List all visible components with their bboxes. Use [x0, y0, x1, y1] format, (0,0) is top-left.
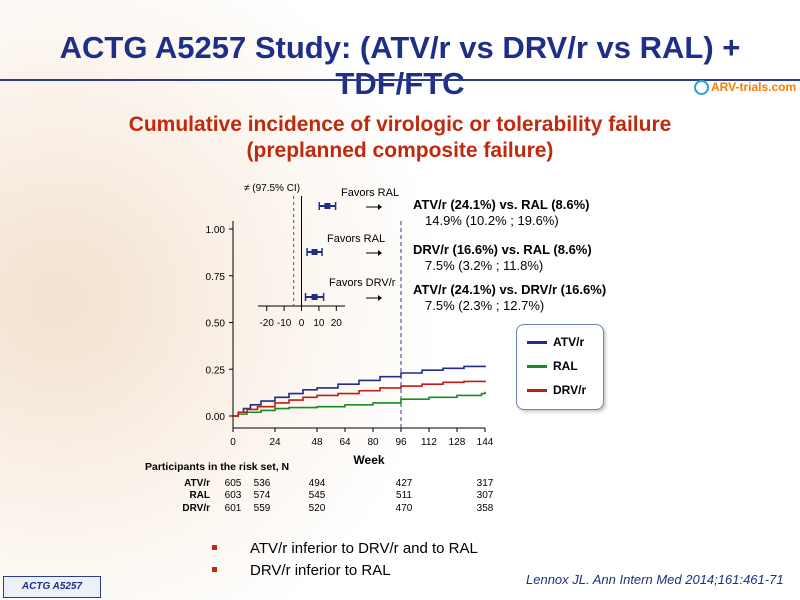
favors-arrowhead-icon — [378, 250, 382, 256]
km-axes: 0.00 0.25 0.50 0.75 1.00 0 24 48 64 80 96 112 128 144… — [206, 221, 494, 467]
legend-label: DRV/r — [553, 383, 587, 397]
comparison-label: DRV/r (16.6%) vs. RAL (8.6%) — [413, 242, 592, 257]
risk-cell: 317 — [476, 478, 494, 489]
favors-label: Favors RAL — [341, 187, 399, 199]
title-divider — [0, 79, 800, 81]
y-tick-label: 1.00 — [206, 225, 226, 236]
chart-subtitle-line2: (preplanned composite failure) — [246, 139, 554, 162]
risk-row-name: RAL — [189, 490, 210, 501]
comparison-value: 7.5% (2.3% ; 12.7%) — [425, 298, 545, 313]
comparison-atv-ral: ATV/r (24.1%) vs. RAL (8.6%) 14.9% (10.2… — [413, 197, 590, 228]
risk-cell: 601 — [224, 503, 242, 514]
forest-plot: -20 -10 0 10 20 ≠ (97.5% CI) Favors RAL Favors … — [244, 183, 399, 329]
x-axis-label: Week — [353, 453, 384, 467]
y-tick-label: 0.75 — [206, 272, 226, 283]
forest-annotation: ≠ (97.5% CI) — [244, 183, 300, 194]
x-tick-label: 128 — [449, 437, 466, 448]
comparison-value: 7.5% (3.2% ; 11.8%) — [425, 258, 544, 273]
risk-cell: 494 — [308, 478, 326, 489]
forest-tick-label: 20 — [331, 318, 343, 329]
legend-swatch — [527, 389, 547, 393]
arv-trials-logo: ARV-trials.com — [694, 80, 797, 96]
risk-cell: 605 — [224, 478, 242, 489]
risk-cell: 307 — [476, 490, 494, 501]
point-estimate — [311, 294, 318, 300]
series-line-atvr — [233, 365, 486, 417]
legend-label: ATV/r — [553, 335, 585, 349]
chart-subtitle-line1: Cumulative incidence of virologic or tol… — [128, 113, 672, 136]
comparison-label: ATV/r (24.1%) vs. RAL (8.6%) — [413, 197, 590, 212]
x-tick-label: 80 — [367, 437, 379, 448]
legend-item-ral: RAL — [527, 359, 578, 373]
legend-swatch — [527, 365, 547, 369]
series-line-ral — [233, 391, 486, 417]
risk-cell: 511 — [396, 490, 412, 501]
legend-item-atv: ATV/r — [527, 335, 584, 349]
favors-label: Favors DRV/r — [329, 277, 396, 289]
bullet-square-icon — [212, 567, 217, 572]
logo-text: ARV-trials.com — [711, 80, 797, 94]
favors-label: Favors RAL — [327, 233, 385, 245]
risk-cell: 536 — [253, 478, 271, 489]
risk-cell: 545 — [308, 490, 326, 501]
legend-label: RAL — [553, 359, 578, 373]
slide-title: ACTG A5257 Study: (ATV/r vs DRV/r vs RAL… — [59, 30, 741, 101]
x-tick-label: 112 — [421, 437, 437, 448]
comparison-label: ATV/r (24.1%) vs. DRV/r (16.6%) — [413, 282, 607, 297]
risk-cell: 520 — [308, 503, 326, 514]
series-line-drvr — [233, 380, 486, 417]
bullet-text: DRV/r inferior to RAL — [250, 562, 391, 579]
forest-tick-label: -10 — [277, 318, 292, 329]
risk-table-title: Participants in the risk set, N — [145, 461, 290, 473]
logo-circle-icon — [694, 80, 709, 96]
x-tick-label: 96 — [395, 437, 407, 448]
forest-tick-label: 0 — [299, 318, 305, 329]
citation: Lennox JL. Ann Intern Med 2014;161:461-7… — [526, 572, 784, 587]
risk-cell: 470 — [395, 503, 413, 514]
favors-arrowhead-icon — [378, 295, 382, 301]
bullet-square-icon — [212, 545, 217, 550]
x-tick-label: 144 — [477, 437, 494, 448]
km-series-lines — [233, 365, 486, 417]
x-tick-label: 48 — [311, 437, 323, 448]
x-tick-label: 24 — [269, 437, 281, 448]
legend-item-drv: DRV/r — [527, 383, 586, 397]
chart-legend: ATV/r RAL DRV/r — [516, 324, 604, 410]
y-tick-label: 0.25 — [206, 365, 226, 376]
forest-tick-label: 10 — [313, 318, 325, 329]
x-tick-label: 0 — [230, 437, 236, 448]
risk-cell: 358 — [476, 503, 494, 514]
comparison-drv-ral: DRV/r (16.6%) vs. RAL (8.6%) 7.5% (3.2% … — [413, 242, 592, 273]
point-estimate — [311, 249, 318, 255]
y-tick-label: 0.00 — [206, 412, 226, 423]
risk-row-name: DRV/r — [182, 503, 210, 514]
legend-swatch — [527, 341, 547, 345]
risk-cell: 559 — [253, 503, 271, 514]
bullet-text: ATV/r inferior to DRV/r and to RAL — [250, 540, 478, 557]
risk-cell: 603 — [224, 490, 242, 501]
point-estimate — [324, 203, 331, 209]
risk-cell: 427 — [395, 478, 413, 489]
risk-cell: 574 — [253, 490, 271, 501]
comparison-value: 14.9% (10.2% ; 19.6%) — [425, 213, 559, 228]
study-tag: ACTG A5257 — [3, 576, 101, 598]
favors-arrowhead-icon — [378, 204, 382, 210]
y-tick-label: 0.50 — [206, 319, 226, 330]
comparison-atv-drv: ATV/r (24.1%) vs. DRV/r (16.6%) 7.5% (2.… — [413, 282, 607, 313]
x-tick-label: 64 — [339, 437, 351, 448]
forest-tick-label: -20 — [259, 318, 274, 329]
risk-row-name: ATV/r — [184, 478, 210, 489]
